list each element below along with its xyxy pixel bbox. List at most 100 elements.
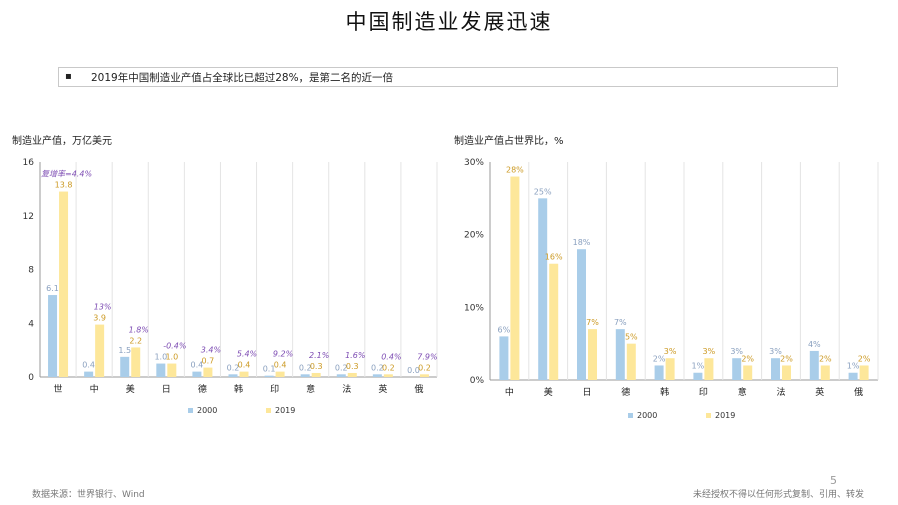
growth-rate-annotation: 1.6%	[345, 351, 365, 360]
growth-rate-annotation: 1.8%	[129, 325, 149, 334]
data-label-2000: 0.2	[371, 363, 384, 372]
growth-rate-annotation: -0.4%	[163, 342, 186, 351]
x-tick-label: 日	[582, 387, 591, 398]
data-label-2019: 0.2	[382, 363, 395, 372]
data-label-2000: 0.4	[82, 361, 95, 370]
legend-swatch-2000	[628, 413, 633, 418]
data-label-2019: 2%	[858, 354, 871, 363]
y-tick-label: 30%	[464, 158, 484, 168]
data-label-2019: 3%	[703, 347, 716, 356]
x-tick-label: 美	[126, 383, 135, 395]
bar-2019	[859, 365, 869, 380]
data-label-2000: 0.4	[191, 361, 204, 370]
bar-2000	[228, 374, 238, 377]
bar-2019	[311, 372, 321, 377]
bar-2019	[743, 365, 753, 380]
y-tick-label: 20%	[464, 231, 484, 241]
bar-2019	[95, 324, 105, 377]
data-label-2019: 2%	[741, 354, 754, 363]
data-label-2019: 0.3	[346, 362, 359, 371]
bar-2000	[192, 371, 202, 377]
growth-rate-annotation: 9.2%	[273, 350, 293, 359]
x-tick-label: 法	[776, 386, 785, 398]
data-label-2019: 3.9	[93, 314, 106, 323]
legend-swatch-2019	[706, 413, 711, 418]
x-tick-label: 中	[90, 383, 99, 395]
x-tick-label: 日	[162, 384, 171, 395]
bar-2000	[84, 371, 94, 377]
x-tick-label: 德	[621, 386, 630, 398]
legend-label-2000: 2000	[637, 411, 657, 420]
data-label-2000: 6.1	[46, 284, 59, 293]
bar-2000	[156, 363, 166, 377]
bar-2000	[577, 249, 586, 380]
data-label-2000: 0.0	[407, 366, 420, 375]
legend-label-2019: 2019	[715, 411, 735, 420]
copyright-notice: 未经授权不得以任何形式复制、引用、转发	[692, 490, 864, 500]
bar-2019	[782, 365, 791, 380]
growth-rate-annotation: 5.4%	[237, 350, 257, 359]
bar-2019	[239, 371, 249, 377]
bar-2019	[588, 329, 597, 380]
growth-rate-annotation: 2.1%	[309, 351, 329, 360]
bar-2019	[626, 343, 636, 380]
data-label-2019: 1.0	[165, 353, 178, 362]
bar-2000	[693, 372, 703, 380]
data-label-2000: 1%	[692, 362, 705, 371]
bar-2019	[704, 358, 714, 380]
bar-2019	[131, 347, 141, 377]
data-label-2019: 0.4	[274, 361, 287, 370]
y-tick-label: 16	[23, 158, 35, 168]
bar-2019	[510, 176, 520, 380]
bar-2000	[771, 358, 780, 380]
bar-2019	[820, 365, 830, 380]
right-chart-title: 制造业产值占世界比，%	[454, 136, 564, 147]
x-tick-label: 英	[815, 386, 824, 398]
data-label-2019: 0.7	[202, 357, 215, 366]
x-tick-label: 美	[544, 386, 553, 398]
bar-2000	[336, 374, 346, 377]
y-tick-label: 12	[23, 212, 34, 222]
data-source: 数据来源：世界银行、Wind	[32, 490, 145, 500]
data-label-2000: 25%	[534, 187, 552, 196]
data-label-2019: 2%	[780, 354, 793, 363]
bar-2019	[203, 367, 213, 377]
x-tick-label: 德	[198, 383, 207, 395]
x-tick-label: 俄	[854, 386, 863, 398]
left-chart-title: 制造业产值，万亿美元	[12, 136, 112, 147]
bar-2019	[59, 191, 69, 377]
data-label-2000: 0.2	[227, 363, 240, 372]
bar-2019	[275, 371, 285, 377]
growth-rate-annotation: 复增率=4.4%	[41, 170, 92, 179]
x-tick-label: 印	[699, 386, 708, 398]
data-label-2000: 0.1	[263, 365, 276, 374]
data-label-2000: 18%	[573, 238, 591, 247]
x-tick-label: 中	[505, 386, 514, 398]
bar-2000	[732, 358, 742, 380]
key-note-box: ▪ 2019年中国制造业产值占全球比已超过28%，是第二名的近一倍	[58, 67, 838, 87]
bar-2019	[419, 374, 429, 377]
bar-2019	[347, 372, 357, 377]
page-title: 中国制造业发展迅速	[345, 10, 553, 34]
bar-2019	[167, 363, 177, 377]
data-label-2019: 13.8	[55, 181, 73, 190]
growth-rate-annotation: 13%	[94, 303, 112, 312]
page-number: 5	[830, 474, 837, 487]
data-label-2000: 4%	[808, 340, 821, 349]
x-tick-label: 韩	[234, 383, 243, 395]
bullet-icon: ▪	[65, 71, 72, 82]
data-label-2019: 0.3	[310, 362, 323, 371]
x-tick-label: 韩	[660, 386, 669, 398]
data-label-2019: 3%	[664, 347, 677, 356]
legend-label-2019: 2019	[275, 406, 295, 415]
data-label-2000: 6%	[498, 325, 511, 334]
x-tick-label: 法	[342, 383, 351, 395]
y-tick-label: 8	[28, 266, 34, 276]
growth-rate-annotation: 3.4%	[201, 346, 221, 355]
data-label-2000: 3%	[730, 347, 743, 356]
bar-2019	[549, 263, 559, 380]
key-note-text: 2019年中国制造业产值占全球比已超过28%，是第二名的近一倍	[91, 72, 394, 84]
data-label-2019: 7%	[586, 318, 599, 327]
y-tick-label: 0%	[470, 376, 485, 386]
y-tick-label: 10%	[464, 303, 484, 313]
